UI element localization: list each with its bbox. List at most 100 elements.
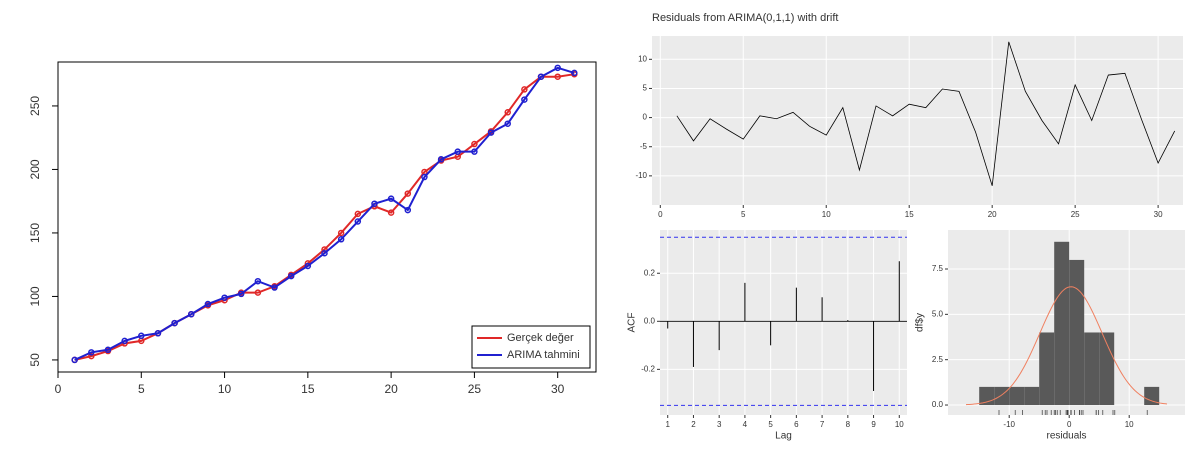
plot-background <box>652 36 1183 205</box>
point <box>387 195 395 202</box>
x-tick-label: 25 <box>1071 210 1080 219</box>
point <box>404 206 412 214</box>
x-axis-label: Lag <box>775 431 792 442</box>
point <box>354 210 362 218</box>
point <box>554 73 561 80</box>
chart-title: Residuals from ARIMA(0,1,1) with drift <box>652 12 838 24</box>
histogram-bar <box>994 386 1010 406</box>
legend-label: Gerçek değer <box>507 332 574 344</box>
point <box>471 140 478 148</box>
point <box>437 156 445 163</box>
point <box>188 310 195 318</box>
x-tick-label: 3 <box>717 420 722 429</box>
point <box>204 300 212 308</box>
point <box>138 332 145 340</box>
x-tick-label: 7 <box>820 420 825 429</box>
y-tick-label: 5 <box>643 84 648 93</box>
y-tick-label: -0.2 <box>641 364 655 373</box>
y-tick-label: 0.0 <box>932 400 944 409</box>
point <box>354 218 362 225</box>
histogram-bar <box>1099 332 1115 406</box>
series-line <box>676 41 1176 186</box>
x-tick-label: 10 <box>218 382 232 396</box>
point <box>387 209 395 216</box>
x-tick-label: 0 <box>658 210 663 219</box>
x-tick-label: 10 <box>1125 420 1134 429</box>
x-tick-label: 0 <box>55 382 62 396</box>
y-tick-label: 0.0 <box>644 316 656 325</box>
point <box>504 120 511 127</box>
point <box>337 229 345 237</box>
x-tick-label: 30 <box>1154 210 1163 219</box>
x-tick-label: 10 <box>822 210 831 219</box>
y-tick-label: -10 <box>635 171 647 180</box>
point <box>221 294 228 301</box>
point <box>337 236 345 243</box>
histogram-bar <box>1144 386 1160 406</box>
y-tick-label: 2.5 <box>932 355 944 364</box>
point <box>287 272 295 280</box>
point <box>254 277 262 285</box>
x-tick-label: -10 <box>1003 420 1015 429</box>
x-tick-label: 15 <box>905 210 914 219</box>
x-tick-label: 20 <box>384 382 398 396</box>
x-tick-label: 15 <box>301 382 315 396</box>
plot-background <box>660 230 907 415</box>
y-tick-label: 200 <box>28 159 42 179</box>
x-tick-label: 6 <box>794 420 799 429</box>
x-axis-label: residuals <box>1046 431 1086 442</box>
x-tick-label: 9 <box>871 420 876 429</box>
point <box>487 129 495 136</box>
point <box>304 262 312 270</box>
point <box>471 148 478 155</box>
y-tick-label: 7.5 <box>932 264 944 273</box>
x-tick-label: 8 <box>846 420 851 429</box>
point <box>154 330 162 337</box>
histogram-bar <box>1024 386 1040 406</box>
x-tick-label: 4 <box>743 420 748 429</box>
histogram-bar <box>1009 386 1025 406</box>
y-tick-label: 5.0 <box>932 309 944 318</box>
point <box>88 349 95 356</box>
y-axis-label: df$y <box>915 313 926 332</box>
y-tick-label: 50 <box>28 353 42 367</box>
point <box>521 96 528 103</box>
point <box>88 352 95 360</box>
y-tick-label: 0.2 <box>644 268 656 277</box>
histogram-bar <box>1084 332 1100 406</box>
point <box>321 250 328 257</box>
point <box>121 337 128 345</box>
point <box>104 346 112 354</box>
legend-box <box>471 325 591 369</box>
point <box>537 73 545 80</box>
x-tick-label: 25 <box>468 382 482 396</box>
x-tick-label: 5 <box>741 210 746 219</box>
x-tick-label: 5 <box>768 420 773 429</box>
point <box>554 64 561 72</box>
point <box>371 200 378 207</box>
point <box>521 86 528 93</box>
x-tick-label: 0 <box>1067 420 1072 429</box>
x-tick-label: 20 <box>988 210 997 219</box>
normal-curve <box>965 286 1168 406</box>
y-tick-label: 0 <box>643 113 648 122</box>
point <box>421 173 428 181</box>
y-tick-label: 250 <box>28 96 42 116</box>
histogram-bar <box>1054 241 1070 406</box>
point <box>571 69 578 77</box>
series-line <box>74 66 575 361</box>
point <box>71 356 78 364</box>
y-axis-label: ACF <box>627 313 638 333</box>
legend-label: ARIMA tahmini <box>507 349 580 361</box>
x-tick-label: 2 <box>691 420 696 429</box>
point <box>254 289 262 296</box>
x-tick-label: 5 <box>138 382 145 396</box>
point <box>504 109 511 116</box>
histogram-bar <box>1039 332 1055 406</box>
point <box>321 246 328 253</box>
point <box>271 284 278 291</box>
point <box>454 148 462 155</box>
x-tick-label: 1 <box>665 420 670 429</box>
y-tick-label: 10 <box>638 54 647 63</box>
